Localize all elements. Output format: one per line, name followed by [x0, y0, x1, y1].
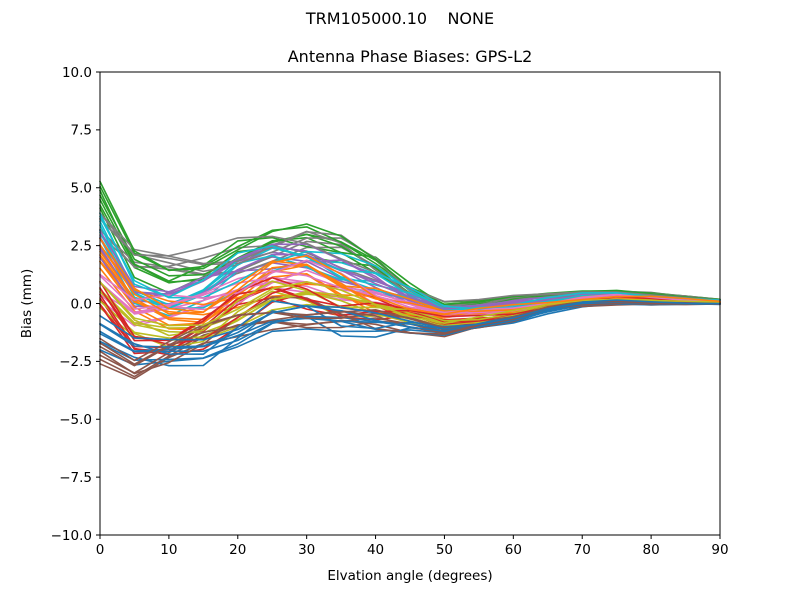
series-line	[99, 259, 721, 314]
x-tick-label: 50	[436, 542, 453, 558]
y-tick-label: 0.0	[71, 296, 92, 312]
y-tick-label: −5.0	[59, 412, 92, 428]
series-lines-group	[99, 180, 721, 380]
x-tick-label: 80	[643, 542, 660, 558]
x-axis-label: Elvation angle (degrees)	[327, 568, 492, 584]
series-line	[99, 299, 721, 341]
y-tick-label: −2.5	[59, 354, 92, 370]
x-tick-label: 10	[160, 542, 177, 558]
series-line	[99, 237, 721, 315]
x-tick-label: 30	[298, 542, 315, 558]
x-tick-label: 90	[711, 542, 728, 558]
axes-frame	[99, 71, 721, 536]
x-tick-label: 20	[229, 542, 246, 558]
x-tick-label: 40	[367, 542, 384, 558]
figure-suptitle: TRM105000.10 NONE	[305, 9, 495, 28]
axes-title: Antenna Phase Biases: GPS-L2	[287, 47, 533, 66]
y-tick-label: 7.5	[71, 123, 92, 139]
x-tick-label: 0	[96, 542, 105, 558]
y-tick-label: 10.0	[62, 65, 92, 81]
x-tick-label: 70	[574, 542, 591, 558]
y-tick-label: 2.5	[71, 238, 92, 254]
series-line	[99, 244, 721, 313]
series-line	[99, 212, 721, 310]
y-tick-label: −10.0	[51, 528, 92, 544]
x-tick-label: 60	[505, 542, 522, 558]
y-tick-label: 5.0	[71, 181, 92, 197]
y-axis-label: Bias (mm)	[19, 269, 35, 338]
y-tick-label: −7.5	[59, 470, 92, 486]
axis-ticks-group: 0 10 20 30 40 50 60 70 80 90 10.0 7.5 5.0 2.5 0.0 −2.5 −…	[51, 65, 729, 558]
